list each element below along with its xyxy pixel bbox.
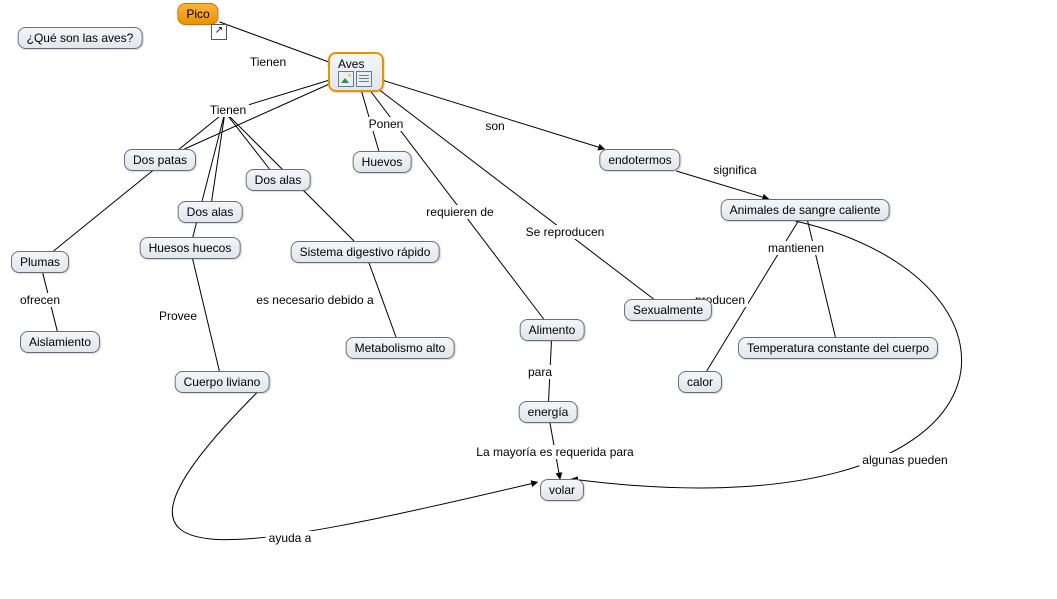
edge-label: es necesario debido a xyxy=(253,293,376,307)
node-alimento[interactable]: Alimento xyxy=(520,319,585,341)
node-pico[interactable]: Pico xyxy=(177,3,218,25)
node-temperatura[interactable]: Temperatura constante del cuerpo xyxy=(738,337,938,359)
edge-label: para xyxy=(525,365,555,379)
node-metabolismo[interactable]: Metabolismo alto xyxy=(346,337,455,359)
node-label: Alimento xyxy=(529,323,576,337)
edge-aves-dos_alas_1 xyxy=(212,112,225,201)
edge-layer xyxy=(0,0,1057,599)
img-icon[interactable] xyxy=(338,71,354,87)
edge-label: Se reproducen xyxy=(523,225,608,239)
edge-label: ofrecen xyxy=(17,293,63,307)
node-label: Sistema digestivo rápido xyxy=(300,245,431,259)
node-huevos[interactable]: Huevos xyxy=(353,151,412,173)
node-aislamiento[interactable]: Aislamiento xyxy=(20,331,100,353)
edge-cuerpo-volar xyxy=(172,393,537,540)
node-label: Huevos xyxy=(362,155,403,169)
node-endotermos[interactable]: endotermos xyxy=(599,149,680,171)
node-label: Huesos huecos xyxy=(149,241,232,255)
node-sistema[interactable]: Sistema digestivo rápido xyxy=(291,241,440,263)
edge-label: Provee xyxy=(156,309,200,323)
edge-label: Ponen xyxy=(366,117,407,131)
doc-icon[interactable] xyxy=(356,71,372,87)
edge-label: requieren de xyxy=(423,205,496,219)
edge-aves-sexualmente xyxy=(370,83,653,299)
node-dos_alas_1[interactable]: Dos alas xyxy=(178,201,243,223)
edge-label: son xyxy=(482,119,507,133)
node-label: Animales de sangre caliente xyxy=(730,203,881,217)
node-label: Temperatura constante del cuerpo xyxy=(747,341,929,355)
edge-aves-plumas xyxy=(54,112,225,251)
node-dos_patas[interactable]: Dos patas xyxy=(124,149,196,171)
node-huesos[interactable]: Huesos huecos xyxy=(140,237,241,259)
edge-label: ayuda a xyxy=(266,531,315,545)
edge-label: mantienen xyxy=(765,241,827,255)
node-dos_alas_2[interactable]: Dos alas xyxy=(246,169,311,191)
node-label: Aves xyxy=(338,57,364,71)
node-label: volar xyxy=(549,483,575,497)
concept-map-canvas: Tienen Tienen Ponen requieren de Se reproduc… xyxy=(0,0,1057,599)
edge-label: Tienen xyxy=(247,55,289,69)
node-label: ¿Qué son las aves? xyxy=(27,31,134,45)
node-label: Metabolismo alto xyxy=(355,341,446,355)
edge-aves-dos_alas_2 xyxy=(225,112,269,169)
edge-animales-temperatura xyxy=(808,221,836,337)
edge-label: La mayoría es requerida para xyxy=(473,445,636,459)
node-energia[interactable]: energía xyxy=(519,401,578,423)
edge-label: significa xyxy=(710,163,759,177)
node-question[interactable]: ¿Qué son las aves? xyxy=(18,27,143,49)
node-label: Pico xyxy=(186,7,209,21)
node-cuerpo[interactable]: Cuerpo liviano xyxy=(175,371,270,393)
node-aves[interactable]: Aves xyxy=(328,52,384,92)
node-calor[interactable]: calor xyxy=(678,371,722,393)
node-label: Dos patas xyxy=(133,153,187,167)
node-label: calor xyxy=(687,375,713,389)
node-plumas[interactable]: Plumas xyxy=(11,251,69,273)
node-volar[interactable]: volar xyxy=(540,479,584,501)
node-sexualmente[interactable]: Sexualmente xyxy=(624,299,712,321)
node-label: Cuerpo liviano xyxy=(184,375,261,389)
node-label: Sexualmente xyxy=(633,303,703,317)
node-animales[interactable]: Animales de sangre caliente xyxy=(721,199,890,221)
node-label: Plumas xyxy=(20,255,60,269)
node-label: Dos alas xyxy=(187,205,234,219)
edge-aves-endotermos xyxy=(377,79,604,149)
pico_link-link-icon[interactable] xyxy=(211,24,227,40)
node-label: Aislamiento xyxy=(29,335,91,349)
edge-label: Tienen xyxy=(207,103,249,117)
node-label: Dos alas xyxy=(255,173,302,187)
node-label: energía xyxy=(528,405,569,419)
edge-label: algunas pueden xyxy=(859,453,950,467)
node-icons xyxy=(338,71,374,87)
node-label: endotermos xyxy=(608,153,671,167)
